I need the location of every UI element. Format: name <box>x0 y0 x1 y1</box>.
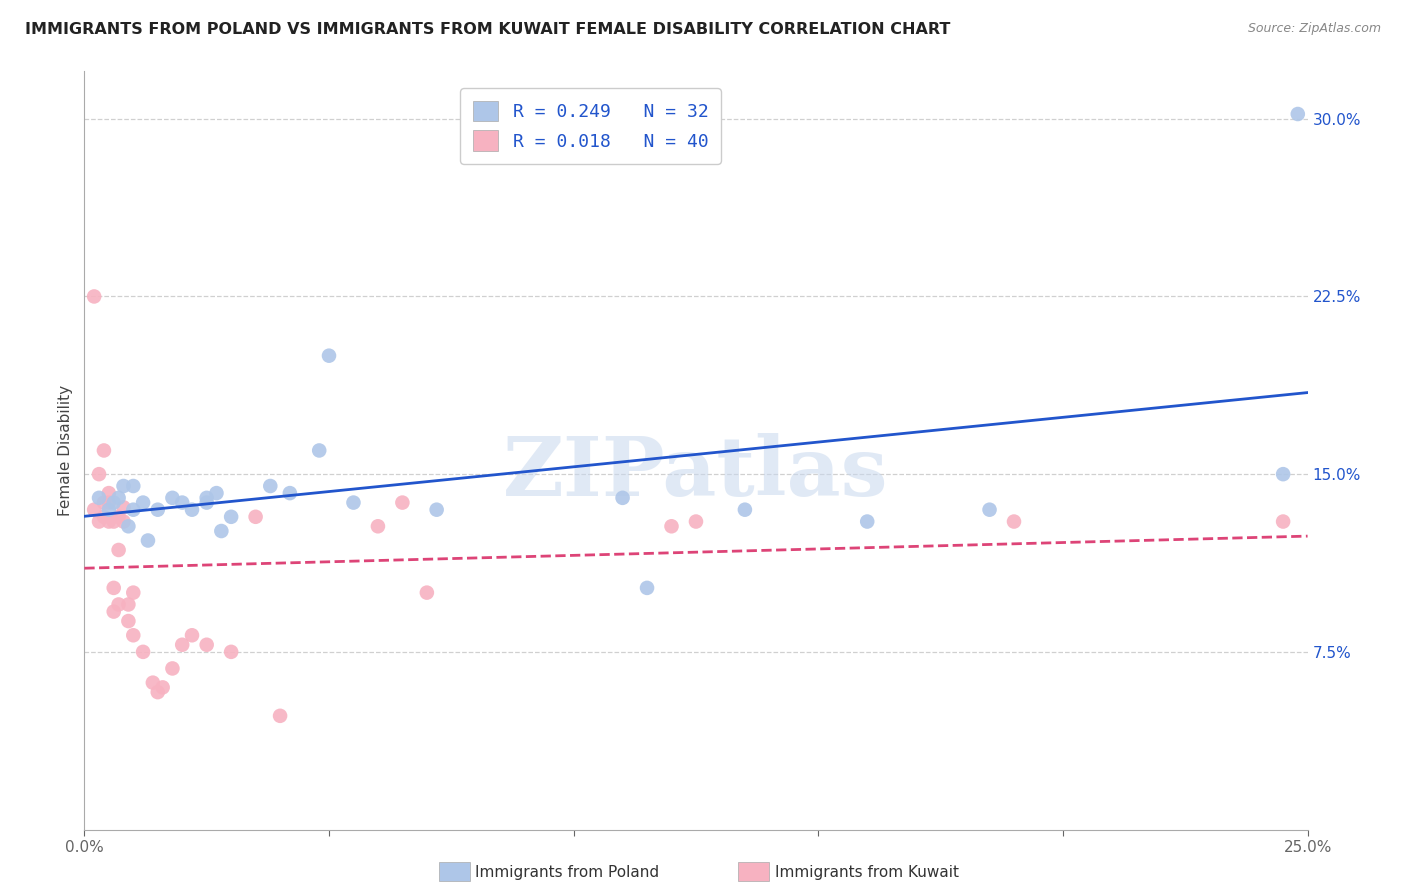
Text: Immigrants from Poland: Immigrants from Poland <box>475 865 659 880</box>
Legend: R = 0.249   N = 32, R = 0.018   N = 40: R = 0.249 N = 32, R = 0.018 N = 40 <box>460 88 721 164</box>
Point <box>107 491 129 505</box>
Point <box>97 495 120 509</box>
Point <box>181 628 204 642</box>
Y-axis label: Female Disability: Female Disability <box>58 384 73 516</box>
Point <box>278 486 301 500</box>
Text: ZIPatlas: ZIPatlas <box>503 434 889 513</box>
Point <box>107 543 129 558</box>
Point <box>122 479 145 493</box>
Point <box>416 585 439 599</box>
Point <box>172 495 194 509</box>
Point <box>122 628 145 642</box>
Point <box>318 349 340 363</box>
Point <box>245 509 267 524</box>
Point <box>97 515 120 529</box>
Point <box>1286 107 1309 121</box>
Point <box>112 500 135 515</box>
Point <box>83 502 105 516</box>
Point <box>195 638 218 652</box>
Point <box>103 581 125 595</box>
Point <box>856 515 879 529</box>
Point <box>87 515 110 529</box>
Point <box>636 581 658 595</box>
Point <box>136 533 159 548</box>
Point <box>734 502 756 516</box>
Point <box>142 675 165 690</box>
Text: IMMIGRANTS FROM POLAND VS IMMIGRANTS FROM KUWAIT FEMALE DISABILITY CORRELATION C: IMMIGRANTS FROM POLAND VS IMMIGRANTS FRO… <box>25 22 950 37</box>
Point <box>195 491 218 505</box>
Point <box>112 479 135 493</box>
Point <box>367 519 389 533</box>
Point <box>308 443 330 458</box>
Point <box>83 289 105 303</box>
Point <box>152 681 174 695</box>
Text: Immigrants from Kuwait: Immigrants from Kuwait <box>775 865 959 880</box>
Point <box>132 495 155 509</box>
Point <box>685 515 707 529</box>
Point <box>103 495 125 509</box>
Point <box>172 638 194 652</box>
Point <box>97 502 120 516</box>
Point <box>1002 515 1025 529</box>
Point <box>612 491 634 505</box>
Point <box>112 515 135 529</box>
Point <box>87 467 110 482</box>
Point <box>209 524 232 538</box>
Point <box>1272 467 1295 482</box>
Point <box>117 519 139 533</box>
Point <box>122 585 145 599</box>
Point <box>195 495 218 509</box>
Point <box>146 685 169 699</box>
Point <box>661 519 683 533</box>
Point <box>146 502 169 516</box>
Text: Source: ZipAtlas.com: Source: ZipAtlas.com <box>1247 22 1381 36</box>
Point <box>107 509 129 524</box>
Point <box>426 502 449 516</box>
Point <box>87 491 110 505</box>
Point <box>117 598 139 612</box>
Point <box>205 486 228 500</box>
Point <box>219 509 242 524</box>
Point <box>269 708 291 723</box>
Point <box>259 479 281 493</box>
Point <box>107 598 129 612</box>
Point <box>93 495 115 509</box>
Point <box>162 491 184 505</box>
Point <box>93 509 115 524</box>
Point <box>103 515 125 529</box>
Point <box>122 502 145 516</box>
Point <box>1272 515 1295 529</box>
Point <box>181 502 204 516</box>
Point <box>93 443 115 458</box>
Point <box>97 486 120 500</box>
Point <box>979 502 1001 516</box>
Point <box>132 645 155 659</box>
Point <box>219 645 242 659</box>
Point <box>391 495 413 509</box>
Point <box>103 605 125 619</box>
Point <box>162 661 184 675</box>
Point <box>117 614 139 628</box>
Point <box>342 495 364 509</box>
